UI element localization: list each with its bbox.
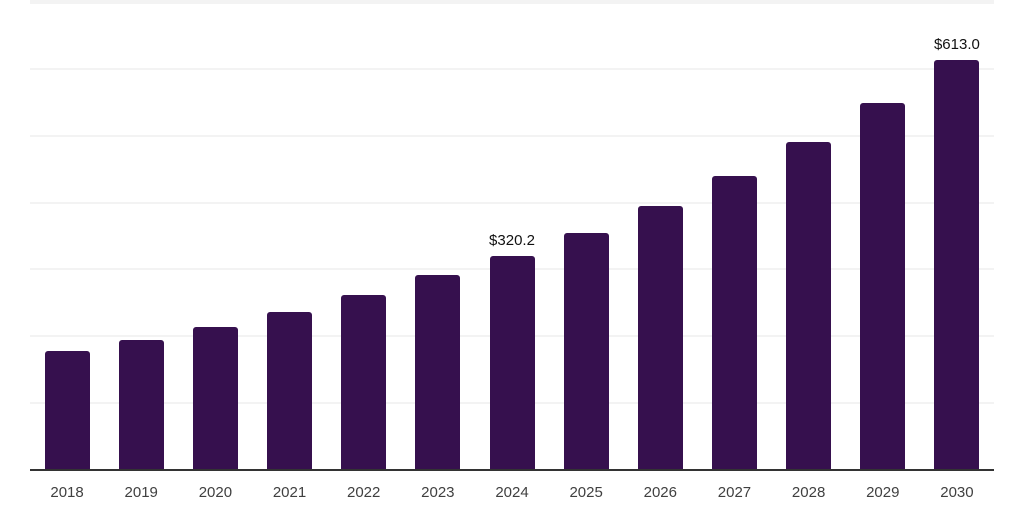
bar-2028 [786, 141, 832, 469]
gridline-600 [30, 67, 994, 70]
bar-2022 [341, 294, 387, 469]
x-tick-label-2018: 2018 [50, 484, 84, 501]
x-tick-label-2020: 2020 [198, 484, 233, 501]
bar-2024 [489, 255, 535, 469]
data-label-2024: $320.2 [489, 231, 535, 249]
gridline-400 [30, 201, 994, 204]
x-tick-label-2024: 2024 [495, 484, 529, 501]
x-tick-label-2028: 2028 [791, 484, 826, 501]
gridline-500 [30, 134, 994, 137]
x-tick-label-2023: 2023 [421, 484, 455, 501]
bar-2029 [860, 102, 906, 469]
x-tick-label-2019: 2019 [124, 484, 158, 501]
x-tick-label-2025: 2025 [569, 484, 603, 501]
gridline-700 [30, 0, 994, 4]
x-axis-line [30, 469, 994, 471]
x-tick-label-2021: 2021 [272, 484, 307, 501]
bar-2025 [563, 232, 609, 469]
x-tick-label-2027: 2027 [717, 484, 752, 501]
bar-2019 [118, 340, 164, 469]
bar-2021 [267, 311, 313, 469]
bar-2030 [934, 60, 980, 469]
x-tick-label-2026: 2026 [643, 484, 677, 501]
x-tick-label-2022: 2022 [347, 484, 381, 501]
bar-2026 [637, 205, 683, 469]
data-label-2030: $613.0 [933, 36, 980, 54]
bar-2023 [415, 275, 461, 469]
bar-2018 [44, 350, 90, 469]
bar-2020 [192, 326, 238, 469]
x-tick-label-2030: 2030 [940, 484, 974, 501]
x-tick-label-2029: 2029 [866, 484, 900, 501]
bar-2027 [711, 175, 757, 469]
